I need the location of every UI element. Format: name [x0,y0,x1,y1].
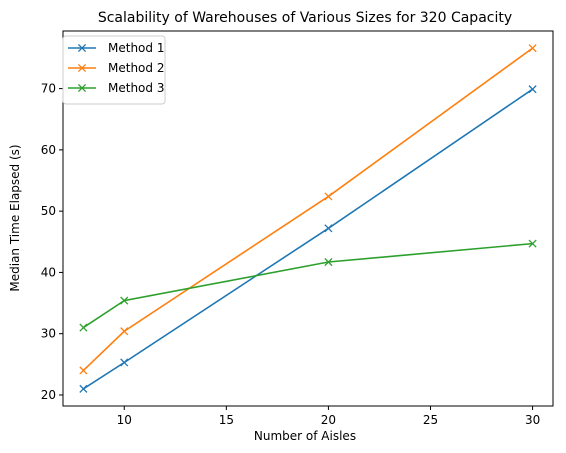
series-line [82,47,534,372]
data-point-marker [324,192,333,201]
series-2 [79,44,537,375]
x-tick-label: 10 [117,413,132,427]
data-point-marker [79,366,88,375]
series-line [82,242,533,329]
data-point-marker [120,296,129,305]
legend-label: Method 3 [108,81,164,95]
legend: Method 1 Method 2 Method 3 [62,35,166,105]
data-point-marker [324,257,333,267]
x-tick-label: 20 [321,413,336,427]
legend-marker [77,63,87,73]
legend-frame [62,35,166,105]
y-tick-label: 20 [41,388,56,402]
legend-marker [77,83,87,93]
x-axis-label: Number of Aisles [254,429,356,443]
data-point-marker [79,384,88,393]
legend-marker [77,43,87,53]
legend-label: Method 2 [108,61,164,75]
y-tick-label: 30 [41,327,56,341]
chart-title: Scalability of Warehouses of Various Siz… [98,10,512,26]
data-point-marker [324,224,333,233]
y-axis: 20 30 40 50 60 70 [41,82,63,402]
y-tick-label: 50 [41,204,56,218]
data-point-marker [528,239,537,248]
y-tick-label: 40 [41,265,56,279]
series-layer [79,44,537,393]
y-axis-label: Median Time Elapsed (s) [8,144,22,291]
y-tick-label: 70 [41,82,56,96]
x-tick-label: 25 [423,413,438,427]
data-point-marker [528,85,537,94]
data-point-marker [120,358,129,367]
y-tick-label: 60 [41,143,56,157]
data-point-marker [528,44,537,53]
series-1 [79,85,537,393]
x-tick-label: 15 [219,413,234,427]
legend-label: Method 1 [108,41,164,55]
x-axis: 10 15 20 25 30 [117,406,540,427]
x-tick-label: 30 [525,413,540,427]
series-line [82,88,534,390]
data-point-marker [79,323,88,332]
series-3 [79,239,537,332]
data-point-marker [120,327,129,336]
